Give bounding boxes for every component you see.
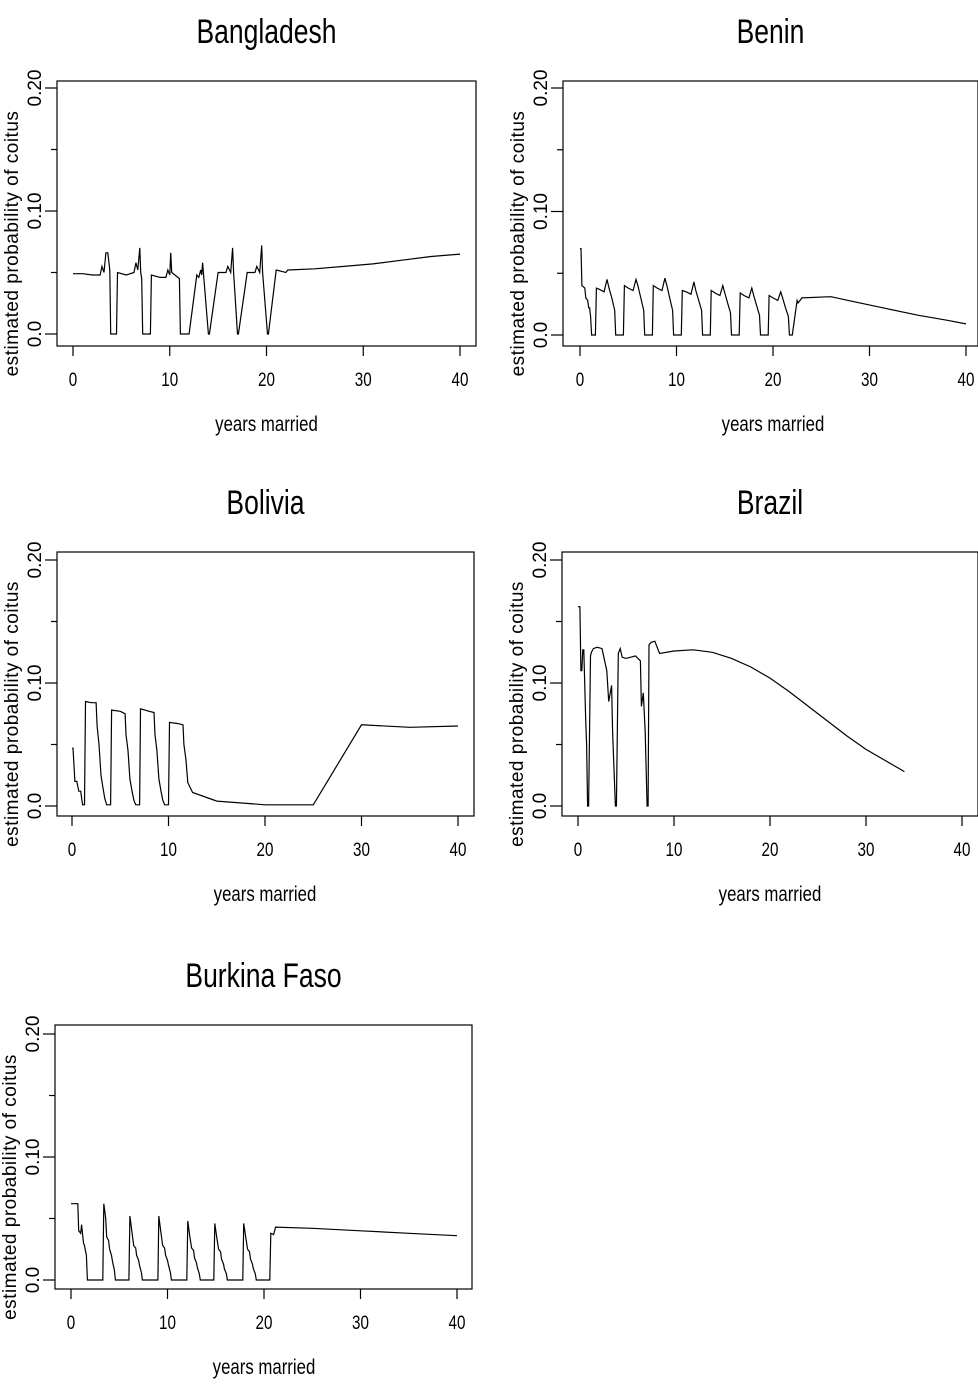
- y-axis-title: estimated probability of coitus: [2, 581, 23, 847]
- x-tick-label: 40: [958, 368, 975, 390]
- y-tick-label: 0.10: [25, 193, 46, 230]
- x-tick-label: 30: [861, 368, 878, 390]
- plot-frame: [56, 551, 475, 817]
- y-tick-label: 0.0: [23, 1267, 44, 1293]
- x-tick-label: 20: [257, 838, 274, 860]
- y-axis-title: estimated probability of coitus: [507, 581, 528, 847]
- x-tick-label: 40: [954, 838, 971, 860]
- y-tick-label: 0.10: [25, 665, 46, 702]
- plot-frame: [561, 551, 978, 817]
- x-tick-label: 10: [668, 368, 685, 390]
- y-tick-label: 0.0: [531, 322, 552, 348]
- series-line: [580, 248, 967, 336]
- x-tick-label: 0: [67, 1311, 75, 1333]
- y-axis-title: estimated probability of coitus: [0, 1054, 21, 1320]
- x-tick-label: 10: [161, 368, 178, 390]
- y-axis-title: estimated probability of coitus: [508, 111, 529, 377]
- panel-title: Bolivia: [226, 484, 304, 522]
- panel-title: Benin: [737, 13, 805, 51]
- x-tick-label: 0: [574, 838, 582, 860]
- x-tick-label: 10: [666, 838, 683, 860]
- panel-title: Burkina Faso: [185, 957, 341, 995]
- panel: Brazil 0 10 20 30 40 0.0 0.10 0.20 years married e…: [507, 484, 978, 907]
- y-tick-label: 0.0: [530, 793, 551, 819]
- x-tick-label: 20: [762, 838, 779, 860]
- series-line: [73, 245, 461, 335]
- y-axis-title: estimated probability of coitus: [2, 111, 23, 377]
- y-tick-label: 0.10: [23, 1139, 44, 1176]
- y-tick-label: 0.10: [531, 193, 552, 230]
- panel: Bolivia 0 10 20 30 40 0.0 0.10 0.20 years married…: [2, 484, 475, 907]
- y-tick-label: 0.20: [23, 1016, 44, 1053]
- plot-frame: [54, 1024, 473, 1290]
- x-axis-title: years married: [719, 883, 822, 906]
- panel-title: Bangladesh: [196, 13, 336, 51]
- y-tick-label: 0.0: [25, 793, 46, 819]
- y-tick-label: 0.20: [25, 70, 46, 107]
- y-tick-label: 0.20: [25, 542, 46, 579]
- x-tick-label: 10: [159, 1311, 176, 1333]
- y-tick-label: 0.20: [530, 542, 551, 579]
- x-tick-label: 20: [765, 368, 782, 390]
- x-tick-label: 20: [258, 368, 275, 390]
- plot-frame: [562, 80, 978, 347]
- panel-title: Brazil: [737, 484, 803, 522]
- series-line: [578, 606, 905, 807]
- x-tick-label: 0: [576, 368, 584, 390]
- x-tick-label: 40: [450, 838, 467, 860]
- x-tick-label: 30: [352, 1311, 369, 1333]
- x-tick-label: 30: [858, 838, 875, 860]
- panel: Burkina Faso 0 10 20 30 40 0.0 0.10 0.20 years ma…: [0, 957, 473, 1380]
- y-tick-label: 0.20: [531, 70, 552, 107]
- x-tick-label: 40: [452, 368, 469, 390]
- x-tick-label: 10: [160, 838, 177, 860]
- y-tick-label: 0.10: [530, 665, 551, 702]
- series-line: [72, 700, 459, 806]
- x-tick-label: 0: [68, 838, 76, 860]
- x-tick-label: 20: [256, 1311, 273, 1333]
- series-line: [71, 1203, 458, 1281]
- x-axis-title: years married: [213, 1356, 316, 1379]
- plot-frame: [56, 80, 477, 347]
- y-tick-label: 0.0: [25, 321, 46, 347]
- x-tick-label: 30: [353, 838, 370, 860]
- x-tick-label: 30: [355, 368, 372, 390]
- panel: Bangladesh 0 10 20 30 40 0.0 0.10 0.20 years marr…: [2, 13, 477, 437]
- x-axis-title: years married: [722, 413, 825, 436]
- x-tick-label: 0: [69, 368, 77, 390]
- x-axis-title: years married: [214, 883, 317, 906]
- panel: Benin 0 10 20 30 40 0.0 0.10 0.20 years married es…: [508, 13, 978, 437]
- x-tick-label: 40: [449, 1311, 466, 1333]
- x-axis-title: years married: [215, 413, 318, 436]
